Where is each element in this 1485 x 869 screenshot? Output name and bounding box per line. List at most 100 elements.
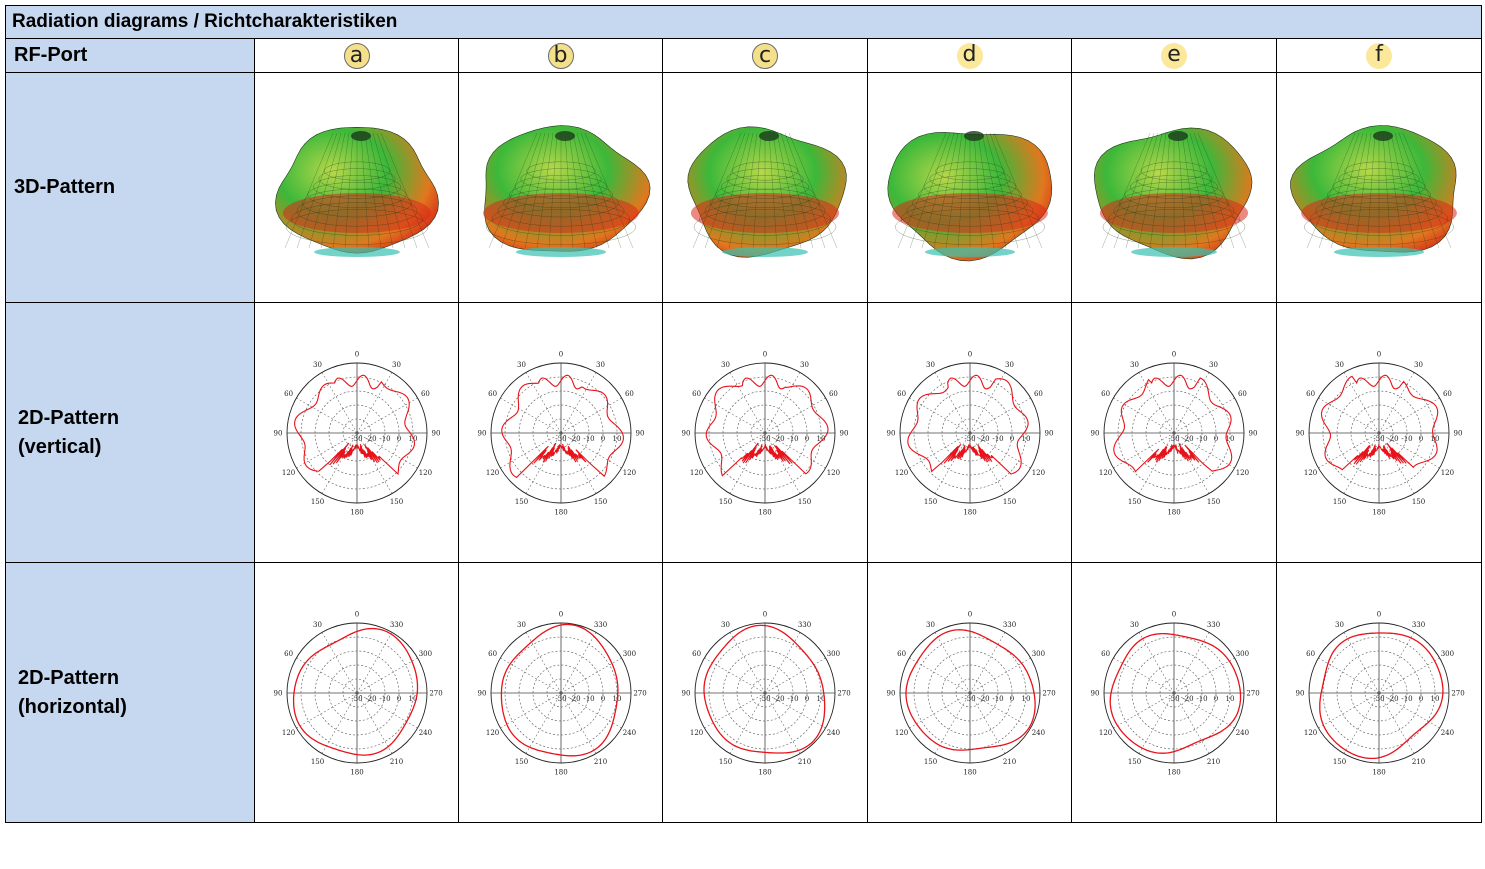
angle-label: 60 xyxy=(829,390,838,398)
polar-spoke xyxy=(1113,397,1175,433)
polar-spoke xyxy=(499,657,561,693)
angle-label: 30 xyxy=(392,361,401,369)
3d-surface-body xyxy=(1290,124,1457,253)
polar-spoke xyxy=(356,657,418,693)
3d-surface-top xyxy=(759,130,779,141)
angle-label: 90 xyxy=(1454,429,1463,437)
3d-surface-mesh xyxy=(372,132,405,248)
3d-surface-mesh xyxy=(1181,132,1199,248)
polar-spoke xyxy=(356,397,418,433)
polar-spoke xyxy=(969,397,1031,433)
angle-label: 60 xyxy=(692,650,701,658)
polar-spoke xyxy=(356,371,392,433)
3d-surface-top xyxy=(350,130,371,141)
angle-label: 240 xyxy=(827,729,840,737)
port-badge-c: c xyxy=(752,42,778,69)
ring-label: 0 xyxy=(1214,695,1218,703)
3d-pattern-image xyxy=(274,126,439,257)
3d-surface-mesh xyxy=(1390,132,1416,248)
angle-label: 210 xyxy=(1207,757,1220,765)
angle-label: 0 xyxy=(763,350,767,358)
angle-label: 90 xyxy=(1296,429,1305,437)
ring-label: -20 xyxy=(1182,435,1193,443)
angle-label: 30 xyxy=(721,621,730,629)
3d-surface-mesh xyxy=(1318,132,1360,248)
3d-surface-mesh xyxy=(1386,132,1404,248)
vertical-polar-plot: 0 30 60 90 120 150 180 150 120 90 60 30 -30 -20 -10 0 10 xyxy=(682,350,849,516)
3d-pattern-cell xyxy=(458,72,663,303)
horizontal-pattern-curve xyxy=(292,627,418,756)
angle-label: 240 xyxy=(1441,729,1454,737)
ring-label: 0 xyxy=(1419,435,1423,443)
3d-surface-mesh xyxy=(1354,132,1372,248)
angle-label: 120 xyxy=(281,469,294,477)
angle-label: 60 xyxy=(1306,390,1315,398)
polar-spoke xyxy=(704,432,766,468)
angle-label: 210 xyxy=(1412,757,1425,765)
vertical-pattern-cell: 0 30 60 90 120 150 180 150 120 90 60 30 -30 -20 -10 0 10 xyxy=(867,302,1072,563)
angle-label: 300 xyxy=(1031,650,1044,658)
3d-surface-mesh xyxy=(993,132,1042,248)
angle-label: 90 xyxy=(682,429,691,437)
angle-label: 0 xyxy=(354,610,358,618)
3d-surface-mesh xyxy=(332,132,349,248)
angle-label: 90 xyxy=(1091,689,1100,697)
3d-surface-base xyxy=(722,246,808,257)
angle-label: 30 xyxy=(1414,361,1423,369)
angle-label: 90 xyxy=(635,429,644,437)
ring-label: -30 xyxy=(351,695,362,703)
polar-spoke xyxy=(560,397,622,433)
3d-surface-mesh xyxy=(584,132,633,248)
ring-label: -20 xyxy=(569,435,580,443)
polar-spoke xyxy=(934,371,970,433)
3d-surface-top xyxy=(554,130,575,141)
3d-pattern-cell xyxy=(662,72,868,303)
polar-spoke xyxy=(356,631,392,693)
polar-spoke xyxy=(321,371,357,433)
angle-label: 90 xyxy=(886,689,895,697)
3d-surface-mesh xyxy=(776,132,802,248)
ring-label: -20 xyxy=(978,435,989,443)
3d-surface-mesh xyxy=(1342,132,1368,248)
port-cell-c: c xyxy=(662,38,868,73)
angle-label: 240 xyxy=(1031,729,1044,737)
polar-spoke xyxy=(764,657,826,693)
angle-label: 150 xyxy=(798,497,811,505)
ring-label: -30 xyxy=(964,695,975,703)
port-cell-d: d xyxy=(867,38,1072,73)
3d-surface-mesh xyxy=(1197,132,1247,248)
3d-surface-mesh xyxy=(933,132,958,248)
ring-label: 0 xyxy=(396,695,400,703)
angle-label: 180 xyxy=(1167,768,1180,776)
polar-spoke xyxy=(1343,371,1380,433)
3d-surface-mesh xyxy=(989,132,1030,248)
polar-spoke xyxy=(1173,657,1235,693)
vertical-polar-plot: 0 30 60 90 120 150 180 150 120 90 60 30 -30 -20 -10 0 10 xyxy=(477,350,644,516)
angle-label: 150 xyxy=(923,497,936,505)
angle-label: 180 xyxy=(1372,768,1385,776)
angle-label: 240 xyxy=(1236,729,1249,737)
3d-surface-mesh xyxy=(1306,132,1356,248)
angle-label: 90 xyxy=(1091,429,1100,437)
angle-label: 120 xyxy=(281,729,294,737)
angle-label: 30 xyxy=(926,621,935,629)
polar-spoke xyxy=(560,631,596,693)
3d-surface-mesh xyxy=(772,132,790,248)
angle-label: 330 xyxy=(798,621,811,629)
3d-surface-mesh xyxy=(368,132,393,248)
3d-surface-mesh xyxy=(704,132,746,248)
angle-label: 120 xyxy=(1304,469,1317,477)
polar-spoke xyxy=(1138,631,1175,693)
3d-surface-mesh xyxy=(945,132,962,248)
vertical-pattern-label: 2D-Pattern (vertical) xyxy=(5,302,255,563)
3d-surface-mesh xyxy=(728,132,754,248)
angle-label: 60 xyxy=(284,390,293,398)
polar-spoke xyxy=(908,657,970,693)
3d-surface-mesh xyxy=(1382,132,1392,248)
3d-surface-mesh xyxy=(376,132,417,248)
3d-pattern-label: 3D-Pattern xyxy=(5,72,255,303)
3d-surface-body xyxy=(687,125,847,258)
3d-pattern-image xyxy=(1093,127,1253,259)
angle-label: 150 xyxy=(593,497,606,505)
angle-label: 120 xyxy=(622,469,635,477)
